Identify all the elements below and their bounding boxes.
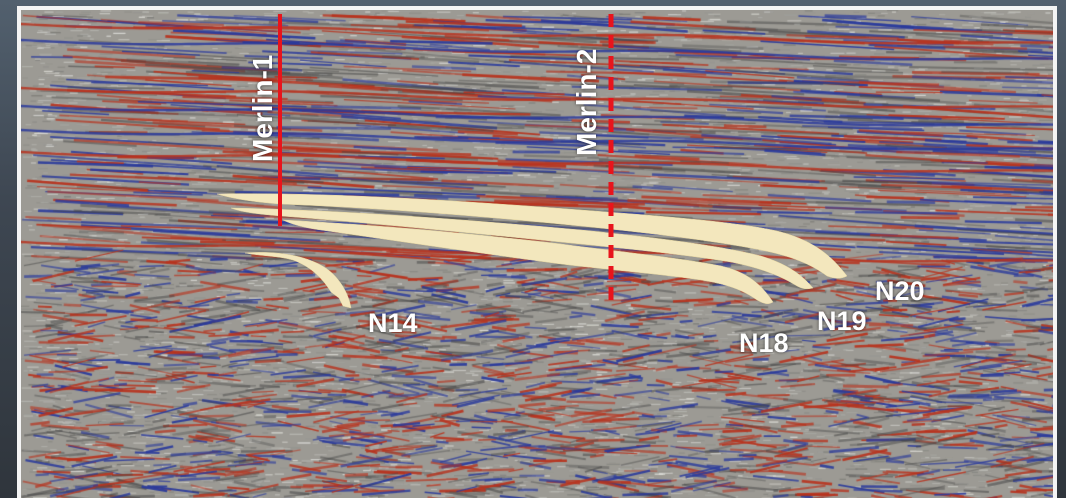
horizon-label-n14: N14 (368, 308, 418, 338)
well-merlin-1-label: Merlin-1 (247, 54, 278, 162)
horizon-label-n20: N20 (875, 276, 925, 306)
horizon-n19-body (230, 207, 814, 290)
well-merlin-2-label: Merlin-2 (571, 48, 602, 156)
horizon-label-n18: N18 (739, 328, 789, 358)
interpretation-overlay (216, 14, 848, 309)
horizon-label-n19: N19 (817, 306, 867, 336)
seismic-panel: Merlin-1 Merlin-2 N14 N18 N19 N20 (17, 6, 1057, 498)
horizon-n14-body (244, 252, 352, 309)
horizon-n18-body (282, 219, 774, 304)
